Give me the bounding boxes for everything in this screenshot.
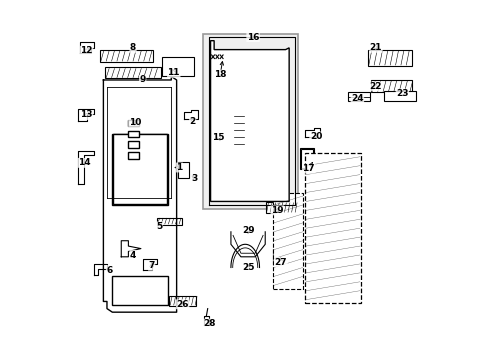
Bar: [157, 217, 182, 225]
Text: 5: 5: [156, 222, 163, 231]
Bar: [274, 250, 285, 263]
Text: 21: 21: [369, 43, 382, 52]
Bar: [383, 91, 415, 102]
Bar: [162, 57, 194, 76]
Text: 15: 15: [212, 132, 224, 141]
Bar: [128, 131, 139, 137]
Bar: [128, 141, 139, 148]
Text: 17: 17: [302, 164, 314, 173]
Text: 12: 12: [80, 46, 93, 55]
Polygon shape: [210, 41, 288, 202]
Bar: [128, 152, 139, 158]
Text: 4: 4: [130, 251, 136, 260]
Text: 1: 1: [176, 163, 182, 172]
Text: 8: 8: [130, 43, 136, 52]
Text: 6: 6: [106, 266, 112, 275]
Text: 25: 25: [242, 263, 254, 272]
Bar: [203, 33, 298, 208]
Text: 13: 13: [80, 111, 93, 120]
Bar: [265, 202, 299, 213]
Text: 7: 7: [148, 261, 155, 270]
Text: 27: 27: [274, 258, 286, 267]
Text: 29: 29: [241, 225, 254, 234]
Bar: [105, 67, 160, 78]
Text: 19: 19: [270, 206, 283, 215]
Bar: [370, 80, 411, 93]
Bar: [305, 153, 360, 303]
Text: 14: 14: [78, 158, 91, 167]
Bar: [367, 50, 411, 66]
Text: 11: 11: [167, 68, 180, 77]
Bar: [272, 249, 286, 264]
Bar: [113, 134, 166, 204]
Text: 10: 10: [128, 118, 141, 127]
Bar: [272, 193, 303, 289]
Bar: [178, 162, 189, 178]
Bar: [347, 93, 369, 102]
Text: 3: 3: [191, 174, 197, 183]
Bar: [169, 296, 196, 306]
Bar: [300, 149, 312, 168]
Text: 16: 16: [246, 33, 259, 42]
Bar: [220, 169, 279, 196]
Bar: [112, 276, 167, 305]
Bar: [299, 148, 313, 169]
Bar: [112, 134, 167, 205]
Text: 22: 22: [369, 82, 382, 91]
Bar: [220, 57, 279, 105]
Text: 20: 20: [309, 132, 322, 141]
Text: 9: 9: [139, 76, 145, 85]
Text: 18: 18: [214, 70, 226, 79]
Text: 2: 2: [189, 117, 195, 126]
Text: 28: 28: [203, 319, 216, 328]
Text: 23: 23: [395, 89, 408, 98]
Bar: [100, 50, 153, 62]
Text: 26: 26: [176, 300, 188, 309]
Text: 24: 24: [350, 94, 363, 103]
Bar: [128, 120, 139, 126]
Bar: [220, 114, 279, 164]
